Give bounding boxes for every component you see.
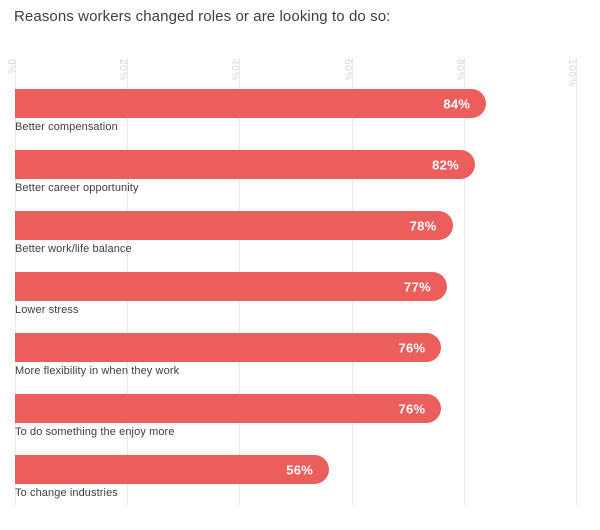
bar-category-label: More flexibility in when they work [15, 365, 180, 377]
bar-category-label: Better career opportunity [15, 182, 139, 194]
bar-category-label: Lower stress [15, 304, 79, 316]
chart-row: 77% Lower stress [15, 272, 576, 316]
bar: 82% [15, 150, 476, 179]
x-tick-label: 80% [453, 59, 465, 81]
chart-row: 84% Better compensation [15, 89, 576, 133]
x-tick-label: 0% [5, 59, 16, 75]
chart-row: 82% Better career opportunity [15, 150, 576, 194]
plot-area: 0% 20% 40% 60% 80% 100% 84% Better compensatio… [5, 58, 577, 505]
bar-value-label: 84% [443, 96, 471, 111]
bar-value-label: 76% [398, 401, 426, 416]
bar: 76% [15, 333, 442, 362]
gridline: 100% [566, 58, 577, 505]
x-tick-label: 60% [341, 59, 353, 81]
x-tick-label: 40% [229, 59, 241, 81]
bar: 84% [15, 89, 487, 118]
bar-category-label: To change industries [15, 487, 118, 499]
bar-value-label: 76% [398, 340, 426, 355]
bar-value-label: 56% [286, 462, 314, 477]
x-tick-label: 20% [117, 59, 129, 81]
chart-title: Reasons workers changed roles or are loo… [14, 8, 391, 25]
chart-row: 56% To change industries [15, 455, 576, 499]
bar-value-label: 77% [404, 279, 431, 294]
bar-value-label: 78% [409, 218, 437, 233]
gridline: 80% [454, 58, 465, 505]
bar: 56% [15, 455, 330, 484]
bar-category-label: Better compensation [15, 121, 118, 133]
x-tick-label: 100% [566, 59, 577, 87]
bar-category-label: Better work/life balance [15, 243, 132, 255]
bar: 78% [15, 211, 453, 240]
bar: 77% [15, 272, 447, 301]
bar-value-label: 82% [432, 157, 460, 172]
bar-category-label: To do something the enjoy more [15, 426, 175, 438]
bar: 76% [15, 394, 442, 423]
chart-row: 76% To do something the enjoy more [15, 394, 576, 438]
chart-row: 76% More flexibility in when they work [15, 333, 576, 377]
chart-row: 78% Better work/life balance [15, 211, 576, 255]
